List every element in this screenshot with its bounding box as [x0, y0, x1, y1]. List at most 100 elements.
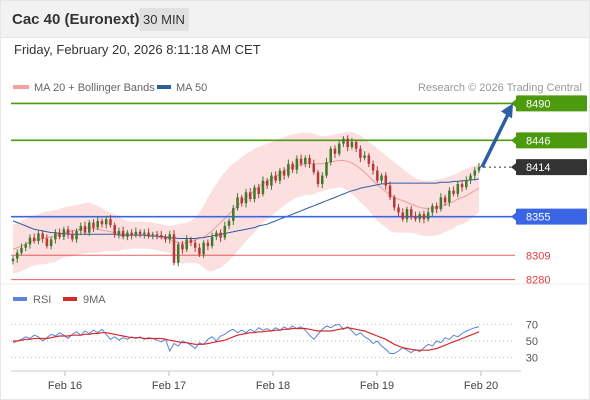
candle-body	[164, 236, 167, 240]
candle-body	[202, 242, 205, 255]
candle-body	[405, 209, 409, 220]
candle-body	[253, 187, 256, 200]
candle-body	[329, 148, 332, 163]
ma50-line	[12, 178, 480, 239]
bollinger-legend-label: MA 20 + Bollinger Bands	[34, 82, 155, 94]
timeframe-badge[interactable]: 30 MIN	[139, 8, 189, 31]
candle-body	[473, 170, 477, 176]
candle-body	[393, 197, 396, 208]
candle-body	[87, 222, 91, 233]
candle-body	[75, 230, 78, 240]
candle-body	[193, 242, 197, 248]
candle-body	[11, 258, 15, 262]
level-label-8309: 8309	[526, 250, 550, 262]
candle-body	[477, 167, 481, 171]
level-tag-pointer-8355	[511, 212, 516, 221]
candle-body	[270, 175, 273, 186]
candle-body	[240, 197, 244, 204]
candle-body	[465, 180, 468, 188]
instrument-title: Cac 40 (Euronext)	[12, 11, 140, 28]
bollinger-legend-swatch	[13, 85, 29, 89]
candle-body	[176, 244, 180, 263]
candle-body	[32, 237, 36, 242]
candle-body	[37, 233, 40, 242]
candle-body	[308, 157, 311, 164]
rsi-legend: RSI 9MA	[13, 294, 106, 306]
candle-body	[282, 170, 286, 176]
candle-body	[261, 180, 265, 195]
candle-body	[265, 180, 269, 186]
chart-header: Cac 40 (Euronext) 30 MIN	[1, 1, 589, 38]
rsi-tick-70: 70	[526, 319, 538, 331]
rsi-tick-50: 50	[526, 336, 538, 348]
candle-body	[168, 234, 172, 240]
candle-body	[83, 225, 87, 233]
candle-body	[79, 225, 83, 231]
level-tag-8355	[516, 208, 587, 225]
candle-body	[287, 163, 290, 176]
ma9-legend-label: 9MA	[83, 294, 106, 306]
candle-body	[134, 231, 138, 236]
candle-body	[15, 252, 19, 259]
candle-body	[121, 230, 125, 237]
candle-body	[337, 143, 341, 154]
level-label-8280: 8280	[526, 275, 550, 287]
candle-body	[104, 219, 108, 225]
candle-body	[210, 236, 214, 247]
candle-body	[155, 234, 159, 236]
candle-body	[244, 192, 248, 204]
level-label-8490: 8490	[526, 98, 550, 110]
candle-body	[41, 233, 44, 239]
x-tick-label: Feb 18	[256, 380, 290, 392]
candle-body	[469, 175, 472, 181]
ma50-legend-label: MA 50	[176, 82, 207, 94]
candle-body	[320, 175, 324, 184]
rsi-tick-30: 30	[526, 353, 538, 365]
candle-body	[109, 219, 112, 226]
price-legend: MA 20 + Bollinger Bands MA 50 Research ©…	[13, 82, 582, 94]
x-tick-label: Feb 16	[48, 380, 82, 392]
candle-body	[359, 148, 362, 158]
candle-body	[96, 220, 99, 228]
candle-body	[232, 208, 235, 221]
candle-body	[431, 205, 434, 213]
level-label-8355: 8355	[526, 212, 550, 224]
candle-body	[71, 234, 74, 240]
candle-body	[45, 238, 49, 247]
candle-body	[414, 215, 417, 220]
candle-body	[384, 175, 388, 186]
candle-body	[426, 212, 430, 220]
level-tag-pointer-8446	[511, 136, 516, 145]
level-tag-8490	[516, 95, 587, 112]
projection-arrow-shaft	[480, 111, 511, 168]
price-plot: 8490 8446 8414 8355 8309 8280	[11, 95, 587, 287]
candle-body	[62, 229, 66, 237]
rsi-legend-swatch	[13, 297, 27, 301]
candle-body	[325, 162, 328, 176]
candle-body	[257, 187, 260, 195]
candle-body	[439, 197, 443, 210]
candle-body	[219, 232, 222, 238]
candle-body	[92, 222, 95, 228]
chart-datetime: Friday, February 20, 2026 8:11:18 AM CET	[14, 42, 261, 57]
level-tag-8446	[516, 132, 587, 149]
candle-body	[113, 225, 116, 235]
candle-body	[49, 239, 53, 247]
x-tick-label: Feb 20	[464, 380, 498, 392]
candle-body	[20, 247, 23, 253]
ma9-legend-swatch	[63, 297, 77, 301]
candle-body	[160, 235, 163, 237]
candle-body	[147, 232, 150, 236]
level-label-8414: 8414	[526, 162, 550, 174]
candle-body	[418, 214, 421, 220]
candle-body	[151, 234, 155, 236]
candle-body	[274, 175, 277, 181]
candle-body	[172, 234, 176, 263]
candle-body	[24, 244, 27, 248]
candle-body	[388, 185, 392, 198]
candle-body	[435, 205, 438, 210]
candle-body	[291, 163, 294, 170]
candle-body	[422, 214, 426, 220]
level-tag-8414	[516, 159, 587, 176]
